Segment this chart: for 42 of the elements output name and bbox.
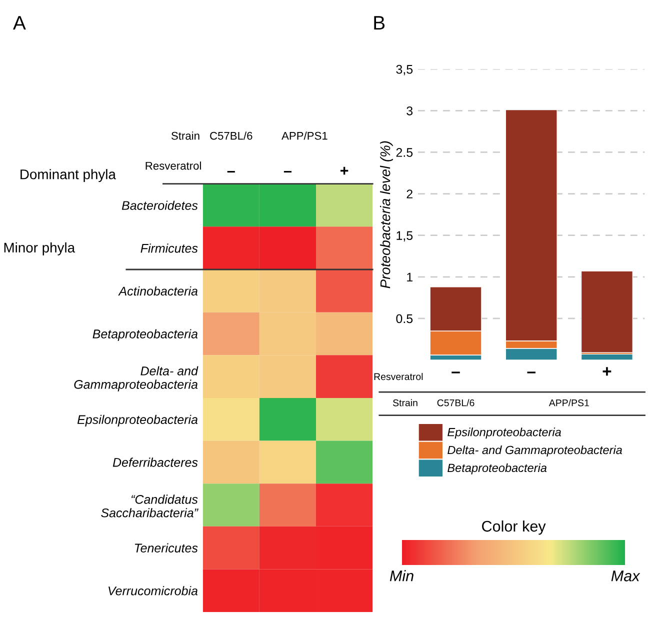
y-tick-label: 2 [406,190,412,198]
y-tick-label: 0.5 [396,314,413,324]
color-bar-title: Color key [482,520,546,535]
text: Strain [393,399,418,406]
chart-title: B [374,16,385,30]
y-tick-label: Verrucomicrobia [108,586,198,596]
y-tick-label: 3,5 [396,64,413,76]
y-tick-label: Bacteroidetes [122,200,198,210]
y-tick-label: Betaproteobacteria [92,329,198,341]
y-axis-title: Proteobacteria level (%) [380,141,393,288]
text: C57BL/6 [437,399,474,406]
y-tick-label: Actinobacteria [118,286,198,296]
y-tick-label: Deferribacteres [112,458,198,467]
legend-label: Delta- and Gammaproteobacteria [448,446,622,457]
y-tick-label: 1 [407,272,412,282]
color-bar-label: Max [611,570,640,582]
y-tick-label: Firmicutes [140,244,198,253]
chart-title: A [13,16,26,30]
y-tick-label: 1,5 [396,231,413,242]
x-tick-label: – [452,372,460,374]
text: Resveratrol [374,372,423,380]
legend-label: Epsilonproteobacteria [448,428,561,439]
text: Minor phyla [4,242,76,256]
x-tick-label: + [340,166,348,175]
text: Dominant phyla [20,169,116,182]
y-tick-label: Tenericutes [134,543,198,552]
text: APP/PS1 [282,132,328,140]
y-tick-label: “Candidatus Saccharibacteria” [101,494,198,518]
x-tick-label: – [227,170,235,172]
x-tick-label: – [527,372,536,374]
y-tick-label: Epsilonproteobacteria [77,414,198,426]
color-bar-label: Min [390,570,414,582]
text: APP/PS1 [548,399,589,406]
x-tick-label: – [284,170,292,172]
text: Resveratrol [146,162,201,170]
y-tick-label: Delta- and Gammaproteobacteria [74,366,198,392]
legend-label: Betaproteobacteria [448,463,547,474]
x-tick-label: + [602,367,612,376]
text: C57BL/6 [210,132,252,140]
text: Strain [171,132,200,140]
y-tick-label: 3 [406,106,413,116]
y-tick-label: 2.5 [396,148,413,157]
